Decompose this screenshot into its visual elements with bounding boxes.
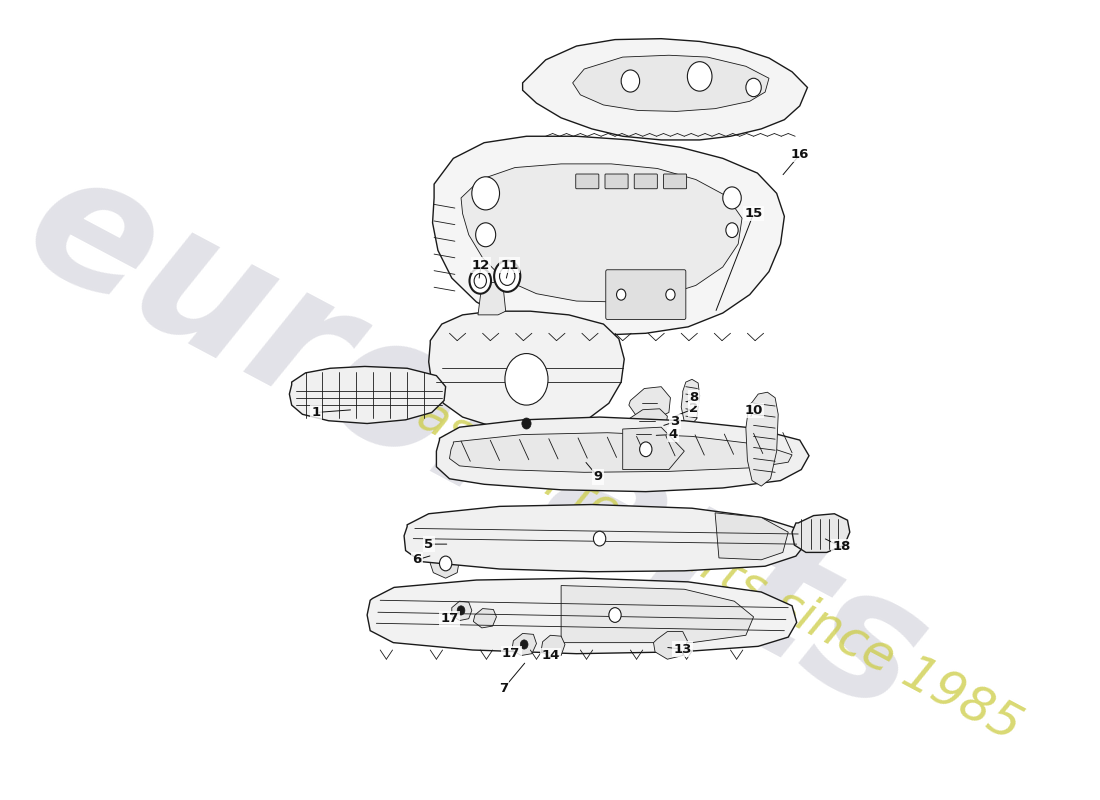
Polygon shape [452,602,472,621]
Polygon shape [746,392,778,486]
Polygon shape [561,586,754,642]
Circle shape [746,78,761,97]
FancyBboxPatch shape [663,174,686,189]
Text: 1: 1 [311,406,321,419]
Circle shape [499,267,515,286]
Polygon shape [653,631,688,659]
Text: 17: 17 [440,612,459,625]
Circle shape [520,640,528,649]
Polygon shape [367,578,796,654]
FancyBboxPatch shape [635,174,658,189]
Polygon shape [450,433,792,472]
Polygon shape [625,422,662,446]
Polygon shape [792,514,850,553]
Circle shape [666,289,675,300]
Polygon shape [512,634,537,655]
Text: 14: 14 [541,649,560,662]
Text: 17: 17 [502,647,520,660]
FancyBboxPatch shape [606,270,685,319]
Circle shape [608,608,622,622]
Circle shape [474,274,486,288]
Text: 5: 5 [425,538,433,550]
Text: 18: 18 [832,540,850,554]
Polygon shape [404,505,806,572]
Polygon shape [522,38,807,140]
Polygon shape [681,379,700,426]
Text: 12: 12 [472,258,491,272]
Circle shape [521,418,531,429]
Polygon shape [461,164,742,302]
Text: 15: 15 [745,207,762,220]
Circle shape [688,62,712,91]
Polygon shape [440,526,461,558]
Circle shape [470,268,491,294]
Polygon shape [541,635,565,658]
Circle shape [726,223,738,238]
Polygon shape [627,409,668,434]
Text: 9: 9 [594,470,603,483]
Circle shape [723,187,741,209]
Circle shape [505,354,548,405]
Text: 7: 7 [498,682,508,695]
Circle shape [475,223,496,246]
Text: 11: 11 [500,258,519,272]
Polygon shape [432,136,784,335]
Polygon shape [473,609,496,628]
Text: 8: 8 [690,391,698,404]
Text: 10: 10 [745,404,762,417]
Text: euroParts: euroParts [0,132,955,752]
Polygon shape [715,513,789,560]
Text: 13: 13 [673,642,692,655]
Circle shape [440,556,452,571]
Polygon shape [629,386,670,420]
Text: 16: 16 [791,148,808,161]
Circle shape [616,289,626,300]
Circle shape [621,70,639,92]
Polygon shape [430,550,460,578]
Circle shape [494,261,520,292]
Text: a passion for parts since 1985: a passion for parts since 1985 [340,354,1028,751]
FancyBboxPatch shape [605,174,628,189]
FancyBboxPatch shape [575,174,598,189]
Polygon shape [573,55,769,111]
Circle shape [639,442,652,457]
Circle shape [472,177,499,210]
Polygon shape [478,282,506,315]
Text: 4: 4 [668,428,678,441]
Polygon shape [429,311,624,429]
Polygon shape [437,417,808,492]
Text: 2: 2 [689,402,698,415]
Polygon shape [289,366,446,423]
Circle shape [593,531,606,546]
Text: 6: 6 [412,554,421,566]
Text: 3: 3 [670,415,680,428]
Polygon shape [623,427,684,470]
Circle shape [458,606,465,615]
